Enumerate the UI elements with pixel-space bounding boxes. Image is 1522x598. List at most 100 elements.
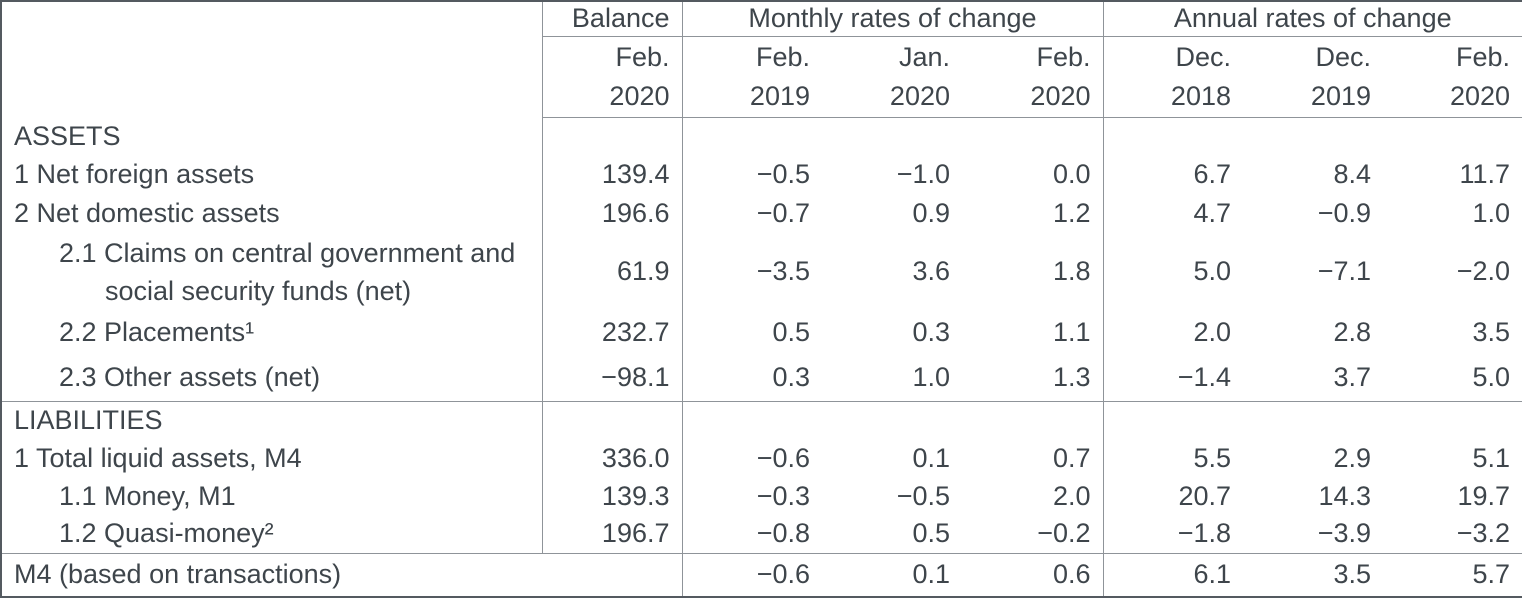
row-label: M4 (based on transactions)	[1, 552, 683, 597]
balance-value: 336.0	[542, 439, 683, 477]
rate-value: 0.5	[912, 518, 950, 549]
rate-value: −0.5	[756, 159, 810, 189]
rate-value: −1.0	[896, 159, 950, 189]
column-header-month: Dec.	[1175, 41, 1231, 72]
column-header-year: 2020	[1449, 80, 1511, 111]
rate-value: 5.0	[1193, 256, 1231, 286]
rate-value: 11.7	[1459, 159, 1511, 189]
table-row-net-domestic-assets: 2 Net domestic assets 196.6 −0.7 0.9 1.2…	[1, 194, 1522, 233]
rate-value: 0.5	[772, 317, 810, 347]
empty-cell	[542, 400, 683, 439]
rate-value: −2.0	[1456, 256, 1511, 286]
column-header-monthly-feb-2020: Feb. 2020	[962, 36, 1104, 118]
rate-value: 19.7	[1457, 480, 1511, 511]
rate-value: 5.1	[1472, 442, 1511, 473]
rate-value: 6.7	[1193, 159, 1231, 189]
rate-value: −7.1	[1317, 256, 1371, 286]
column-header-month: Feb.	[615, 41, 670, 72]
rate-value: 20.7	[1178, 480, 1231, 511]
balance-value: 196.7	[542, 515, 683, 553]
column-header-month: Dec.	[1315, 41, 1371, 72]
row-label: 2.3 Other assets (net)	[1, 355, 543, 401]
column-header-annual-feb-2020: Feb. 2020	[1383, 36, 1522, 118]
column-header-month: Jan.	[898, 41, 950, 72]
rate-value: −0.5	[896, 480, 950, 511]
rate-value: 5.5	[1193, 442, 1231, 473]
rate-value: 2.9	[1333, 442, 1371, 473]
table-row-total-liquid-assets-m4: 1 Total liquid assets, M4 336.0 −0.6 0.1…	[1, 439, 1522, 477]
balance-value: 139.3	[542, 477, 683, 515]
table-row-money-m1: 1.1 Money, M1 139.3 −0.3 −0.5 2.0 20.7 1…	[1, 477, 1522, 515]
rate-value: −0.6	[756, 442, 810, 473]
rate-value: 1.1	[962, 310, 1104, 355]
row-label: 1.1 Money, M1	[1, 477, 543, 515]
rate-value: 1.0	[1472, 198, 1511, 228]
rate-value: 1.0	[912, 362, 950, 393]
rate-value: −0.8	[756, 518, 810, 549]
rate-value: −3.5	[756, 256, 810, 286]
rate-value: −0.9	[1317, 198, 1371, 228]
rate-value: 3.5	[1243, 552, 1383, 597]
column-group-monthly-rates: Monthly rates of change	[682, 1, 1104, 37]
rate-value: 8.4	[1333, 159, 1371, 189]
column-header-annual-dec-2019: Dec. 2019	[1243, 36, 1383, 118]
table-row-quasi-money: 1.2 Quasi-money² 196.7 −0.8 0.5 −0.2 −1.…	[1, 515, 1522, 553]
column-header-balance-feb-2020: Feb. 2020	[542, 36, 683, 118]
row-label-line2: social security funds (net)	[105, 275, 412, 306]
balance-value: 232.7	[542, 310, 683, 355]
empty-cell	[1103, 400, 1243, 439]
column-header-monthly-feb-2019: Feb. 2019	[682, 36, 822, 118]
row-label: 2.1 Claims on central government and soc…	[1, 233, 543, 310]
empty-cell	[1243, 400, 1383, 439]
column-header-year: 2020	[889, 80, 950, 111]
rate-value: 0.6	[962, 552, 1104, 597]
rate-value: 1.8	[962, 233, 1104, 310]
rate-value: 3.6	[912, 256, 950, 286]
rate-value: 2.8	[1333, 317, 1371, 347]
rate-value: 3.5	[1472, 317, 1511, 347]
empty-cell	[822, 117, 962, 155]
rate-value: 1.3	[962, 355, 1104, 401]
empty-cell	[1383, 117, 1522, 155]
rate-value: −3.2	[1456, 518, 1511, 549]
column-header-month: Feb.	[755, 41, 810, 72]
empty-cell	[962, 117, 1104, 155]
column-header-month: Feb.	[1455, 41, 1511, 72]
table-row-net-foreign-assets: 1 Net foreign assets 139.4 −0.5 −1.0 0.0…	[1, 155, 1522, 194]
empty-cell	[1243, 117, 1383, 155]
rate-value: 1.2	[962, 194, 1104, 233]
section-label: LIABILITIES	[1, 400, 543, 439]
column-header-year: 2020	[1030, 80, 1091, 111]
rate-value: 3.7	[1333, 362, 1371, 393]
rate-value: 2.0	[962, 477, 1104, 515]
column-header-year: 2018	[1170, 80, 1231, 111]
column-header-year: 2019	[749, 80, 810, 111]
rate-value: −3.9	[1317, 518, 1371, 549]
empty-cell	[682, 400, 822, 439]
rate-value: −0.6	[682, 552, 822, 597]
column-group-balance: Balance	[542, 1, 683, 37]
rate-value: 0.1	[822, 552, 962, 597]
row-label-line1: 2.1 Claims on central government and	[59, 237, 516, 268]
rate-value: 6.1	[1103, 552, 1243, 597]
empty-cell	[962, 400, 1104, 439]
column-header-annual-dec-2018: Dec. 2018	[1103, 36, 1243, 118]
rate-value: 5.0	[1472, 362, 1511, 393]
column-header-year: 2020	[609, 80, 670, 111]
row-label: 1 Total liquid assets, M4	[1, 439, 543, 477]
table-row-claims-central-government: 2.1 Claims on central government and soc…	[1, 233, 1522, 310]
empty-cell	[1103, 117, 1243, 155]
row-label: 2 Net domestic assets	[1, 194, 543, 233]
row-label: 2.2 Placements¹	[1, 310, 543, 355]
rate-value: 0.9	[912, 198, 950, 228]
section-row-liabilities: LIABILITIES	[1, 400, 1522, 439]
rate-value: −0.2	[962, 515, 1104, 553]
rate-value: −0.3	[756, 480, 810, 511]
balance-value: 196.6	[542, 194, 683, 233]
column-header-monthly-jan-2020: Jan. 2020	[822, 36, 962, 118]
section-label: ASSETS	[1, 117, 543, 155]
empty-cell	[822, 400, 962, 439]
empty-cell	[682, 117, 822, 155]
